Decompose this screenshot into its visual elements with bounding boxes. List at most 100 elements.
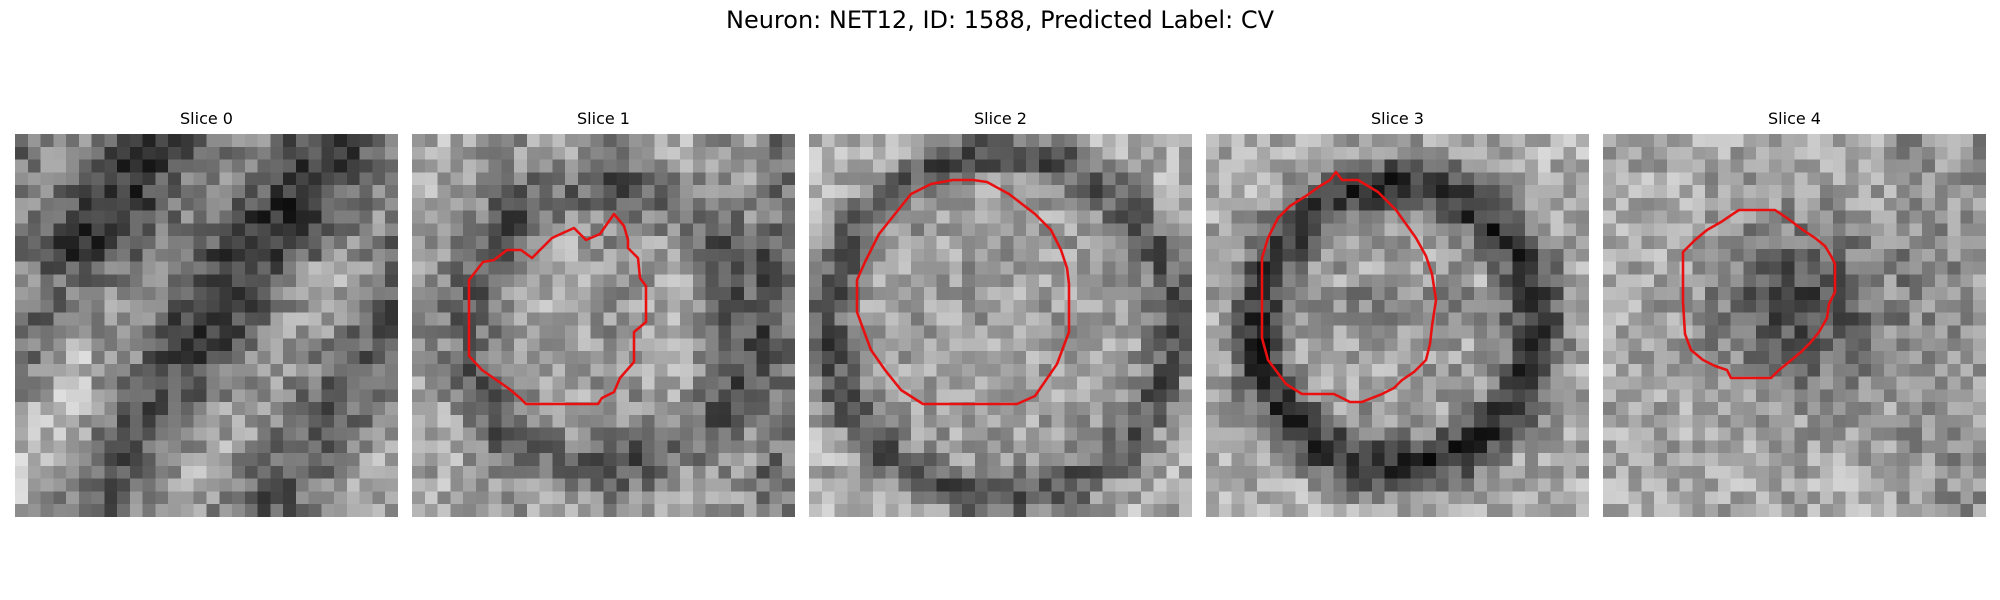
pixel-cell [1038, 414, 1052, 428]
pixel-cell [1206, 248, 1220, 262]
pixel-cell [1603, 312, 1617, 326]
pixel-cell [1654, 274, 1668, 288]
pixel-cell [731, 197, 745, 211]
pixel-cell [1308, 248, 1322, 262]
pixel-cell [244, 299, 258, 313]
pixel-cell [692, 389, 706, 403]
pixel-cell [936, 491, 950, 505]
pixel-cell [475, 223, 489, 237]
pixel-cell [437, 453, 451, 467]
pixel-cell [1679, 427, 1693, 441]
pixel-cell [577, 440, 591, 454]
pixel-cell [1231, 248, 1245, 262]
pixel-cell [244, 402, 258, 416]
pixel-cell [1973, 363, 1986, 377]
pixel-cell [1794, 261, 1808, 275]
pixel-cell [1166, 504, 1180, 517]
pixel-cell [987, 248, 1001, 262]
pixel-cell [1947, 210, 1961, 224]
pixel-cell [1461, 274, 1475, 288]
pixel-cell [168, 159, 182, 173]
pixel-cell [1756, 351, 1770, 365]
pixel-cell [603, 197, 617, 211]
pixel-cell [769, 389, 783, 403]
pixel-cell [847, 465, 861, 479]
pixel-cell [1807, 453, 1821, 467]
pixel-cell [1166, 389, 1180, 403]
pixel-cell [1768, 325, 1782, 339]
pixel-cell [1282, 261, 1296, 275]
pixel-cell [1563, 248, 1577, 262]
pixel-cell [1320, 389, 1334, 403]
pixel-cell [667, 453, 681, 467]
pixel-cell [1448, 236, 1462, 250]
pixel-cell [1871, 312, 1885, 326]
pixel-cell [501, 223, 515, 237]
pixel-cell [283, 363, 297, 377]
pixel-cell [885, 325, 899, 339]
pixel-cell [1384, 146, 1398, 160]
pixel-cell [1883, 491, 1897, 505]
pixel-cell [769, 287, 783, 301]
pixel-cell [1692, 427, 1706, 441]
pixel-cell [1448, 376, 1462, 390]
pixel-cell [91, 351, 105, 365]
pixel-cell [1512, 465, 1526, 479]
pixel-cell [1537, 236, 1551, 250]
pixel-cell [91, 159, 105, 173]
pixel-cell [257, 172, 271, 186]
pixel-cell [629, 299, 643, 313]
pixel-cell [641, 159, 655, 173]
pixel-cell [1038, 261, 1052, 275]
pixel-cell [1743, 440, 1757, 454]
pixel-cell [718, 197, 732, 211]
pixel-cell [1013, 236, 1027, 250]
pixel-cell [1743, 287, 1757, 301]
pixel-cell [53, 312, 67, 326]
pixel-cell [475, 261, 489, 275]
pixel-cell [15, 363, 29, 377]
pixel-cell [168, 402, 182, 416]
pixel-cell [577, 363, 591, 377]
pixel-cell [769, 274, 783, 288]
pixel-cell [1909, 504, 1923, 517]
pixel-cell [1077, 453, 1091, 467]
pixel-cell [270, 504, 284, 517]
pixel-cell [603, 159, 617, 173]
pixel-cell [1474, 197, 1488, 211]
pixel-cell [616, 185, 630, 199]
pixel-cell [206, 210, 220, 224]
pixel-cell [743, 478, 757, 492]
pixel-cell [1563, 223, 1577, 237]
pixel-cell [577, 351, 591, 365]
pixel-cell [1423, 427, 1437, 441]
pixel-cell [1320, 376, 1334, 390]
pixel-cell [692, 465, 706, 479]
pixel-cell [860, 197, 874, 211]
pixel-cell [1320, 465, 1334, 479]
pixel-cell [1768, 389, 1782, 403]
pixel-cell [1832, 312, 1846, 326]
pixel-cell [1397, 440, 1411, 454]
pixel-cell [1038, 453, 1052, 467]
pixel-cell [475, 325, 489, 339]
pixel-cell [1973, 261, 1986, 275]
pixel-cell [219, 248, 233, 262]
pixel-cell [1525, 274, 1539, 288]
pixel-cell [27, 414, 41, 428]
pixel-cell [1166, 210, 1180, 224]
pixel-cell [705, 274, 719, 288]
pixel-cell [206, 312, 220, 326]
pixel-cell [911, 134, 925, 148]
pixel-cell [463, 146, 477, 160]
pixel-cell [1717, 185, 1731, 199]
pixel-cell [769, 402, 783, 416]
pixel-cell [1486, 351, 1500, 365]
pixel-cell [565, 363, 579, 377]
pixel-cell [1115, 223, 1129, 237]
pixel-cell [1423, 134, 1437, 148]
pixel-cell [590, 414, 604, 428]
pixel-cell [1486, 389, 1500, 403]
pixel-cell [219, 172, 233, 186]
pixel-cell [577, 338, 591, 352]
